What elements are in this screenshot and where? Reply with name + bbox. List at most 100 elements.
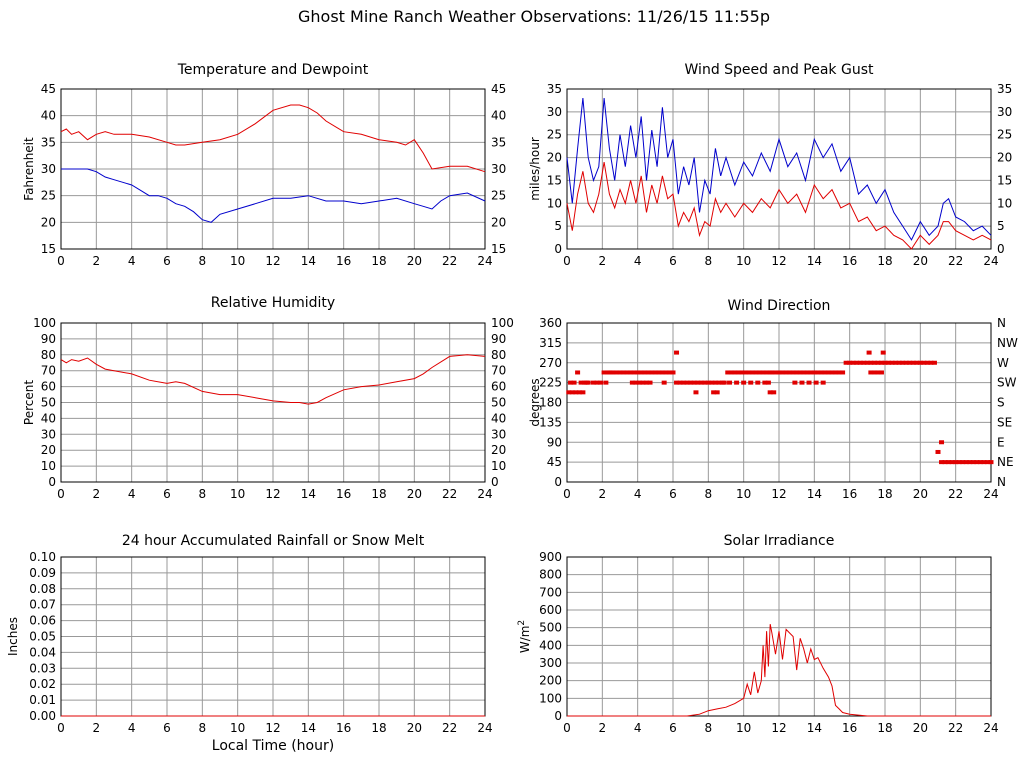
rain-ytick-label: 0.02 [29, 677, 56, 691]
winddir-ytick-label: 0 [554, 475, 562, 489]
winddir-point [953, 460, 959, 465]
rh-xtick-label: 0 [57, 487, 65, 501]
winddir-point [942, 460, 948, 465]
winddir-point [765, 380, 771, 385]
winddir-point [825, 370, 831, 375]
winddir-point [764, 370, 770, 375]
temp-xtick-label: 4 [128, 254, 136, 268]
wind-series-red [566, 162, 992, 250]
winddir-point [967, 460, 973, 465]
winddir-point [624, 370, 630, 375]
winddir-point [931, 360, 937, 365]
winddir-xtick-label: 8 [705, 487, 713, 501]
rain-xtick-label: 16 [336, 721, 351, 735]
rain-xtick-label: 6 [163, 721, 171, 735]
winddir-xtick-label: 22 [948, 487, 963, 501]
solar-xtick-label: 10 [736, 721, 751, 735]
winddir-point [617, 370, 623, 375]
winddir-point [757, 370, 763, 375]
rain-ytick-label: 0.05 [29, 630, 56, 644]
winddir-point [750, 370, 755, 375]
winddir-ytick-label-right: NE [997, 455, 1014, 469]
winddir-point [882, 360, 888, 365]
rh-xtick-label: 24 [477, 487, 492, 501]
solar-ytick-label: 600 [539, 603, 562, 617]
solar-xtick-label: 22 [948, 721, 963, 735]
winddir-point [601, 370, 607, 375]
winddir-point [847, 360, 853, 365]
wind-ytick-label-right: 5 [997, 219, 1005, 233]
winddir-point [854, 360, 860, 365]
winddir-point [748, 380, 754, 385]
solar-frame [566, 556, 992, 717]
solar-ytick-label: 0 [554, 709, 562, 723]
rh-ytick-label-right: 10 [491, 459, 506, 473]
rh-xtick-label: 2 [93, 487, 101, 501]
winddir-point [878, 370, 884, 375]
solar-ylabel-sup: 2 [517, 620, 527, 626]
temp-ytick-label: 20 [41, 215, 56, 229]
rain-xtick-label: 12 [265, 721, 280, 735]
winddir-ytick-label: 315 [539, 336, 562, 350]
rain-ytick-label: 0.10 [29, 550, 56, 564]
winddir-ytick-label-right: N [997, 316, 1006, 330]
winddir-point [974, 460, 980, 465]
winddir-point [939, 440, 945, 445]
rh-title: Relative Humidity [211, 295, 335, 311]
temp-ytick-label-right: 45 [491, 82, 506, 96]
winddir-point [878, 360, 884, 365]
winddir-point [836, 370, 842, 375]
winddir-point [670, 370, 676, 375]
winddir-point [582, 380, 588, 385]
winddir-point [629, 380, 635, 385]
winddir-point [661, 380, 667, 385]
winddir-point [772, 370, 778, 375]
winddir-point [684, 380, 690, 385]
page-title: Ghost Mine Ranch Weather Observations: 1… [298, 7, 770, 26]
rh-ytick-label-right: 50 [491, 396, 506, 410]
temp-ytick-label-right: 30 [491, 162, 506, 176]
winddir-point [578, 380, 584, 385]
winddir-xtick-label: 18 [877, 487, 892, 501]
winddir-point [753, 370, 759, 375]
wind-ylabel: miles/hour [528, 137, 542, 201]
temp-ytick-label: 35 [41, 135, 56, 149]
winddir-point [833, 370, 839, 375]
rain-xtick-label: 4 [128, 721, 136, 735]
wind-ytick-label: 35 [547, 82, 562, 96]
winddir-xtick-label: 14 [807, 487, 822, 501]
winddir-point [585, 380, 591, 385]
solar-xtick-label: 4 [634, 721, 642, 735]
wind-ytick-label-right: 30 [997, 105, 1012, 119]
winddir-point [787, 370, 793, 375]
winddir-point [606, 370, 612, 375]
winddir-point [693, 390, 699, 395]
rain-ylabel-text: Inches [6, 617, 20, 656]
winddir-point [850, 360, 856, 365]
temp-series-blue [61, 168, 486, 223]
winddir-ylabel: degrees [528, 378, 542, 426]
winddir-point [889, 360, 895, 365]
winddir-point [896, 360, 902, 365]
winddir-title: Wind Direction [728, 298, 831, 314]
winddir-point [613, 370, 619, 375]
rain-xtick-label: 14 [301, 721, 316, 735]
winddir-point [621, 370, 627, 375]
winddir-point [649, 370, 655, 375]
temp-xtick-label: 8 [199, 254, 207, 268]
winddir-point [822, 370, 828, 375]
rain-xtick-label: 10 [230, 721, 245, 735]
winddir-point [681, 380, 687, 385]
wind-ytick-label: 10 [547, 196, 562, 210]
winddir-ytick-label: 90 [547, 435, 562, 449]
winddir-point [935, 449, 941, 454]
winddir-xtick-label: 10 [736, 487, 751, 501]
wind-ytick-label-right: 0 [997, 242, 1005, 256]
rain-xlabel: Local Time (hour) [212, 738, 334, 754]
winddir-xtick-label: 6 [669, 487, 677, 501]
winddir-point [769, 370, 775, 375]
temp-ytick-label: 45 [41, 82, 56, 96]
winddir-point [767, 390, 773, 395]
winddir-point [746, 370, 752, 375]
